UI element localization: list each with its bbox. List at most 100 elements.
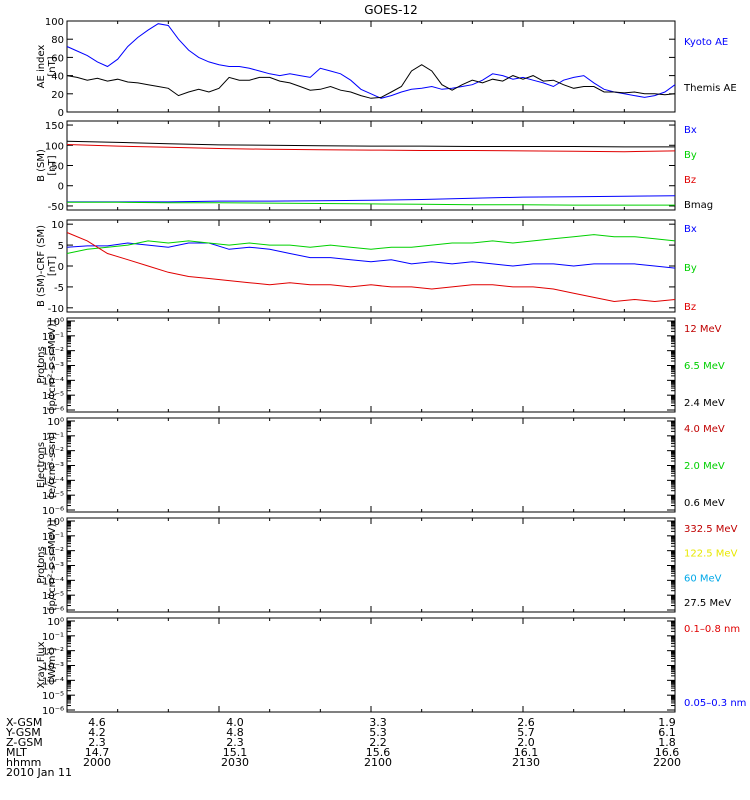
y-tick-label: 10⁻⁵ [42,491,64,502]
y-tick-label: -10 [48,304,64,315]
legend-entry: Bx [684,224,697,235]
series-line-bz [66,232,676,303]
series-line-bz [66,144,676,153]
footer-cell: 2200 [653,756,681,769]
footer-cell: 5.3 [369,726,387,739]
panel-6: Protons[p/(cm²-s-sr-MeV)]10⁰ 10⁻¹ 10⁻² 10⁻³… [36,517,738,617]
legend-entry: 2.0 MeV [684,461,725,472]
y-tick-label: -5 [54,283,64,294]
panel-frame [66,317,676,413]
y-axis-label: AE index[nT] [36,45,58,89]
y-tick-label: 10⁻² [42,347,64,358]
legend-entry: By [684,263,697,274]
plot-title: GOES-12 [364,3,418,17]
y-tick-label: 10⁻⁵ [42,591,64,602]
panel-frame [66,517,676,613]
series-line-bmag [66,140,675,148]
y-tick-label: 10⁻² [42,547,64,558]
y-tick-label: 10⁻³ [42,662,64,673]
footer-row-label: hhmm [6,756,42,769]
footer-cell: 2.3 [88,736,106,749]
footer-row-label: Z-GSM [6,736,43,749]
y-tick-label: 10⁻¹ [42,332,64,343]
legend-entry: Kyoto AE [684,37,728,48]
footer-cell: 2100 [364,756,392,769]
legend-entry: 332.5 MeV [684,524,738,535]
y-tick-label: 10⁻³ [42,462,64,473]
legend-entry: Bmag [684,200,713,211]
y-tick-label: 10⁻⁴ [42,476,64,487]
footer-row-label: MLT [6,746,27,759]
legend-entry: Bz [684,175,696,186]
series-line-kyoto-ae [66,23,676,99]
y-axis-label: B (SM)-CRF (SM)[nT] [36,225,58,307]
date-label: 2010 Jan 11 [6,766,72,779]
panel-frame [66,417,676,513]
footer-cell: 14.7 [84,746,110,759]
footer-cell: 1.9 [658,716,676,729]
footer-cell: 2130 [512,756,540,769]
panel-5: Electrons[e/(cm²-s-sr)] 10⁰ 10⁻¹ 10⁻² 10⁻³ 10… [36,417,725,517]
y-tick-label: 10⁻¹ [42,632,64,643]
legend-entry: 122.5 MeV [684,549,738,560]
y-tick-label: 10⁻³ [42,362,64,373]
series-line-bx [67,195,676,203]
footer-cell: 6.1 [658,726,676,739]
footer-cell: 4.6 [88,716,106,729]
footer-cell: 3.3 [369,716,387,729]
legend-entry: By [684,150,697,161]
y-tick-label: 150 [45,121,64,132]
y-tick-label: 10⁻² [42,447,64,458]
y-tick-label: 10⁻¹ [42,532,64,543]
y-tick-label: 0 [58,182,64,193]
y-tick-label: 80 [51,35,64,46]
panel-1: AE index[nT] 0 20 40 60 80 100 Kyoto AE Themis A… [36,17,737,119]
footer-cell: 16.1 [513,746,539,759]
footer-cell: 2.6 [517,716,535,729]
legend-entry: 0.6 MeV [684,498,725,509]
y-tick-label: 60 [51,53,64,64]
footer-cell: 2.2 [369,736,387,749]
footer-cell: 1.8 [658,736,676,749]
footer-cell: 4.8 [226,726,244,739]
footer-cell: 15.6 [365,746,391,759]
y-tick-label: 100 [45,141,64,152]
y-tick-label: 40 [51,72,64,83]
legend-entry: 6.5 MeV [684,361,725,372]
y-tick-label: 0 [58,262,64,273]
y-tick-label: 10⁻⁶ [42,606,64,617]
y-tick-label: 5 [58,241,64,252]
panel-3: B (SM)-CRF (SM)[nT]-10 -5 0 5 10 Bx By Bz [36,219,697,315]
y-tick-label: -50 [48,202,64,213]
legend-entry: 2.4 MeV [684,398,725,409]
footer-cell: 2000 [83,756,111,769]
panel-frame [66,617,676,713]
footer-cell: 2030 [221,756,249,769]
y-axis-label: Protons[p/(cm²-s-sr-MeV)] [36,519,58,610]
y-axis-label: B (SM)[nT] [36,149,58,182]
y-tick-label: 100 [45,17,64,28]
y-tick-label: 10⁰ [47,317,64,328]
y-tick-label: 10 [51,220,64,231]
legend-entry: 27.5 MeV [684,598,731,609]
y-tick-label: 10⁻⁶ [42,706,64,717]
legend-entry: 60 MeV [684,573,722,584]
panel-7: Xray Flux[W/m²] 10⁰ 10⁻¹ 10⁻² 10⁻³ 10⁻⁴ 10⁻⁵ 10… [36,617,746,717]
footer-cell: 2.0 [517,736,535,749]
footer-row-label: Y-GSM [6,726,41,739]
series-line-bx [66,242,676,269]
legend-entry: Themis AE [683,83,737,94]
y-axis-label: Protons[p/(cm²-s-sr-MeV)] [36,319,58,410]
y-tick-label: 10⁻¹ [42,432,64,443]
legend-entry: 4.0 MeV [684,424,725,435]
y-axis-label: Xray Flux[W/m²] [36,641,58,688]
y-tick-label: 10⁰ [47,517,64,528]
y-tick-label: 10⁻³ [42,562,64,573]
series-line-themis-ae [66,64,676,99]
y-tick-label: 20 [51,90,64,101]
y-tick-label: 10⁻⁵ [42,391,64,402]
footer-cell: 5.7 [517,726,535,739]
legend-entry: Bx [684,125,697,136]
y-tick-label: 10⁻⁴ [42,576,64,587]
